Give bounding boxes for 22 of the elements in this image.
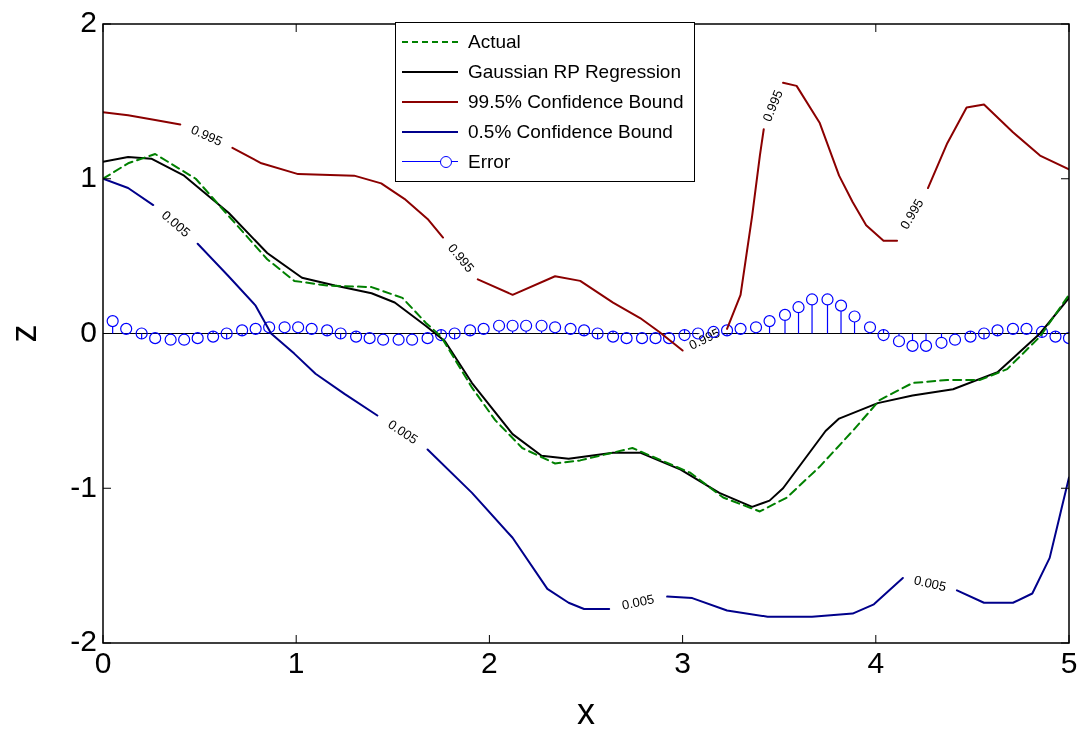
annotation: 0.005 <box>912 572 948 595</box>
y-tick-label: 2 <box>80 5 97 39</box>
legend-label: Gaussian RP Regression <box>468 60 681 84</box>
legend-label: 0.5% Confidence Bound <box>468 120 673 144</box>
annotation: 0.995 <box>188 121 225 149</box>
legend-label: 99.5% Confidence Bound <box>468 90 684 114</box>
annotation: 0.995 <box>759 87 786 124</box>
y-tick-label: 0 <box>80 314 97 348</box>
x-tick-label: 4 <box>867 646 885 680</box>
annotation: 0.005 <box>620 591 656 613</box>
x-tick-label: 5 <box>1060 646 1078 680</box>
y-tick-label: 1 <box>80 160 97 194</box>
legend-label: Actual <box>468 30 521 54</box>
legend-label: Error <box>468 150 511 174</box>
x-tick-label: 2 <box>481 646 498 680</box>
x-axis-title: x <box>577 691 595 733</box>
y-tick-label: -2 <box>70 624 97 658</box>
y-tick-label: -1 <box>70 469 97 503</box>
y-axis-title: z <box>2 324 44 343</box>
x-tick-label: 1 <box>287 646 305 680</box>
annotation: 0.995 <box>686 324 723 353</box>
x-tick-label: 3 <box>674 646 691 680</box>
